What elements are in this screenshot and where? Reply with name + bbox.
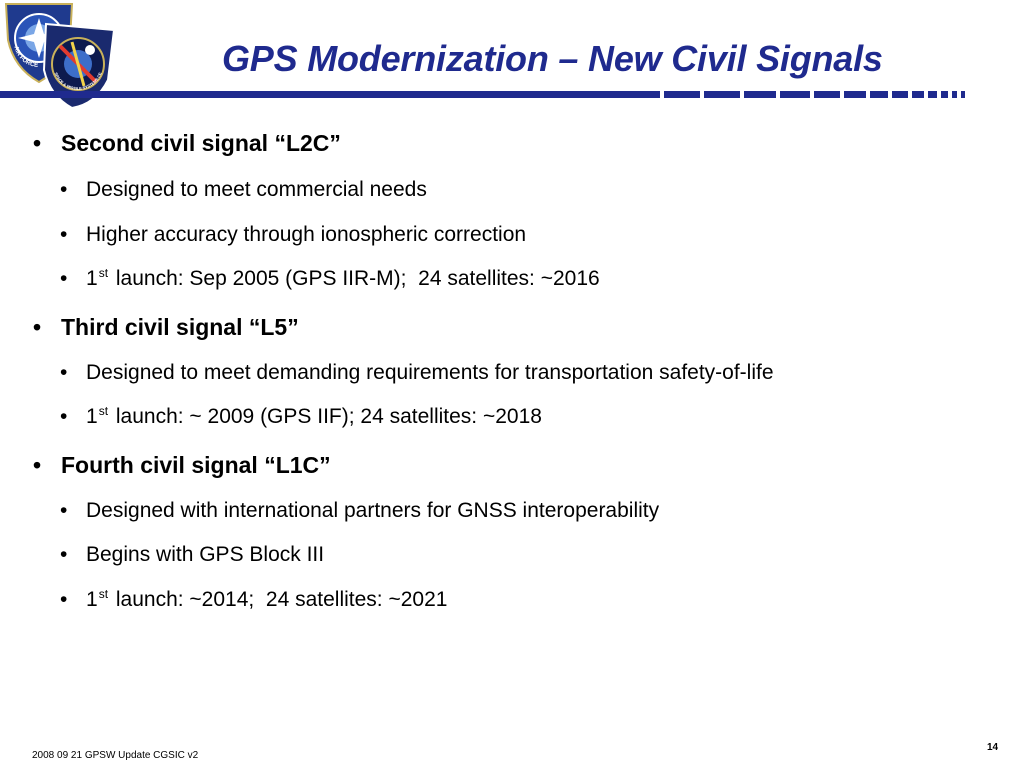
sub-bullet-text: Designed with international partners for… [86, 499, 660, 522]
bullet-glyph: • [33, 130, 42, 156]
bullet-l5: • Third civil signal “L5” [33, 314, 299, 341]
sub-bullet-text: Higher accuracy through ionospheric corr… [86, 223, 527, 246]
ordinal-number: 1 [86, 267, 98, 290]
ordinal-number: 1 [86, 405, 98, 428]
slide-title: GPS Modernization – New Civil Signals [222, 38, 883, 79]
launch-text: launch: ~ 2009 (GPS IIF); 24 satellites:… [110, 405, 542, 428]
sub-bullet: • Designed to meet demanding requirement… [60, 361, 774, 385]
logos: AIR FORCE SPACE & MISSILE SYSTEMS CENTER [0, 0, 116, 110]
header-rule [0, 91, 965, 98]
bullet-glyph: • [60, 543, 68, 566]
bullet-l1c: • Fourth civil signal “L1C” [33, 452, 331, 479]
page-number: 14 [987, 742, 999, 753]
ordinal-suffix: st [98, 266, 109, 280]
sub-bullet-text: 1st launch: Sep 2005 (GPS IIR-M); 24 sat… [86, 267, 600, 291]
bullet-glyph: • [60, 361, 68, 384]
bullet-glyph: • [60, 267, 68, 290]
bullet-glyph: • [60, 499, 68, 522]
bullet-glyph: • [60, 405, 68, 428]
sub-bullet: • Designed to meet commercial needs [60, 178, 427, 202]
sub-bullet-text: 1st launch: ~ 2009 (GPS IIF); 24 satelli… [86, 405, 542, 429]
sub-bullet-text: 1st launch: ~2014; 24 satellites: ~2021 [86, 588, 447, 612]
sub-bullet: • 1st launch: ~ 2009 (GPS IIF); 24 satel… [60, 405, 542, 429]
sub-bullet-text: Begins with GPS Block III [86, 543, 325, 566]
ordinal-suffix: st [98, 587, 109, 601]
sub-bullet: • Begins with GPS Block III [60, 543, 324, 567]
bullet-text: Second civil signal “L2C” [61, 130, 341, 156]
footer-doc-id: 2008 09 21 GPSW Update CGSIC v2 [32, 750, 199, 761]
sub-bullet-text: Designed to meet demanding requirements … [86, 361, 774, 384]
bullet-glyph: • [60, 223, 68, 246]
bullet-text: Fourth civil signal “L1C” [61, 452, 331, 478]
bullet-text: Third civil signal “L5” [61, 314, 299, 340]
ordinal-suffix: st [98, 404, 109, 418]
bullet-l2c: • Second civil signal “L2C” [33, 130, 341, 157]
sub-bullet-text: Designed to meet commercial needs [86, 178, 427, 201]
launch-text: launch: Sep 2005 (GPS IIR-M); 24 satelli… [110, 267, 600, 290]
sub-bullet: • Designed with international partners f… [60, 499, 659, 523]
bullet-glyph: • [60, 178, 68, 201]
sub-bullet: • Higher accuracy through ionospheric co… [60, 223, 526, 247]
launch-text: launch: ~2014; 24 satellites: ~2021 [110, 588, 448, 611]
sub-bullet: • 1st launch: ~2014; 24 satellites: ~202… [60, 588, 447, 612]
bullet-glyph: • [33, 314, 42, 340]
sub-bullet: • 1st launch: Sep 2005 (GPS IIR-M); 24 s… [60, 267, 600, 291]
bullet-glyph: • [33, 452, 42, 478]
bullet-glyph: • [60, 588, 68, 611]
ordinal-number: 1 [86, 588, 98, 611]
